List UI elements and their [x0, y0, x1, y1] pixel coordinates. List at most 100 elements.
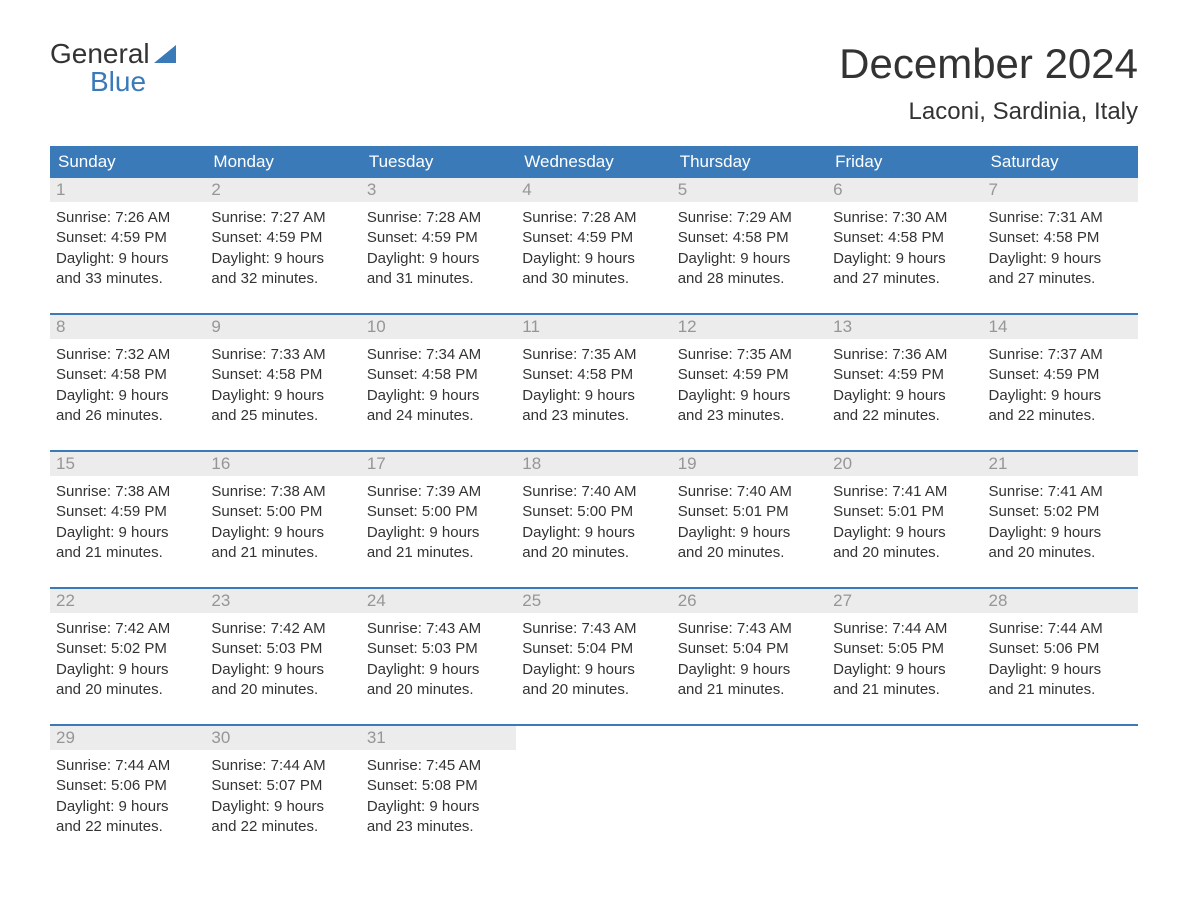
dl1-line: Daylight: 9 hours	[211, 523, 354, 543]
dl2-line: and 21 minutes.	[211, 543, 354, 563]
dl2-line: and 23 minutes.	[367, 817, 510, 837]
sunrise-line: Sunrise: 7:44 AM	[56, 756, 199, 776]
dl1-line: Daylight: 9 hours	[211, 660, 354, 680]
day-number: 3	[361, 178, 516, 202]
calendar-cell: 21Sunrise: 7:41 AMSunset: 5:02 PMDayligh…	[983, 452, 1138, 569]
dl2-line: and 21 minutes.	[989, 680, 1132, 700]
sunset-line: Sunset: 5:08 PM	[367, 776, 510, 796]
dl2-line: and 25 minutes.	[211, 406, 354, 426]
day-info: Sunrise: 7:34 AMSunset: 4:58 PMDaylight:…	[361, 339, 516, 432]
sunrise-line: Sunrise: 7:28 AM	[522, 208, 665, 228]
day-number: 6	[827, 178, 982, 202]
sunrise-line: Sunrise: 7:44 AM	[833, 619, 976, 639]
day-info: Sunrise: 7:42 AMSunset: 5:02 PMDaylight:…	[50, 613, 205, 706]
calendar-cell: 25Sunrise: 7:43 AMSunset: 5:04 PMDayligh…	[516, 589, 671, 706]
weekday-header: Tuesday	[361, 146, 516, 178]
day-info: Sunrise: 7:33 AMSunset: 4:58 PMDaylight:…	[205, 339, 360, 432]
dl1-line: Daylight: 9 hours	[833, 660, 976, 680]
day-number: 12	[672, 315, 827, 339]
calendar-cell: 30Sunrise: 7:44 AMSunset: 5:07 PMDayligh…	[205, 726, 360, 843]
dl1-line: Daylight: 9 hours	[211, 249, 354, 269]
day-number: 5	[672, 178, 827, 202]
day-info: Sunrise: 7:42 AMSunset: 5:03 PMDaylight:…	[205, 613, 360, 706]
week-row: 15Sunrise: 7:38 AMSunset: 4:59 PMDayligh…	[50, 450, 1138, 569]
day-info: Sunrise: 7:40 AMSunset: 5:00 PMDaylight:…	[516, 476, 671, 569]
calendar-cell: 28Sunrise: 7:44 AMSunset: 5:06 PMDayligh…	[983, 589, 1138, 706]
calendar-cell: 20Sunrise: 7:41 AMSunset: 5:01 PMDayligh…	[827, 452, 982, 569]
day-info: Sunrise: 7:28 AMSunset: 4:59 PMDaylight:…	[516, 202, 671, 295]
sunset-line: Sunset: 5:03 PM	[211, 639, 354, 659]
dl2-line: and 26 minutes.	[56, 406, 199, 426]
day-info: Sunrise: 7:37 AMSunset: 4:59 PMDaylight:…	[983, 339, 1138, 432]
dl2-line: and 20 minutes.	[522, 543, 665, 563]
weekday-header: Sunday	[50, 146, 205, 178]
sunrise-line: Sunrise: 7:42 AM	[56, 619, 199, 639]
calendar-cell: 13Sunrise: 7:36 AMSunset: 4:59 PMDayligh…	[827, 315, 982, 432]
dl1-line: Daylight: 9 hours	[522, 660, 665, 680]
calendar-cell: 12Sunrise: 7:35 AMSunset: 4:59 PMDayligh…	[672, 315, 827, 432]
day-info: Sunrise: 7:44 AMSunset: 5:05 PMDaylight:…	[827, 613, 982, 706]
sunrise-line: Sunrise: 7:31 AM	[989, 208, 1132, 228]
dl1-line: Daylight: 9 hours	[989, 249, 1132, 269]
sunrise-line: Sunrise: 7:35 AM	[678, 345, 821, 365]
dl1-line: Daylight: 9 hours	[367, 386, 510, 406]
logo-word2: Blue	[90, 68, 176, 96]
sunrise-line: Sunrise: 7:41 AM	[833, 482, 976, 502]
calendar-cell	[827, 726, 982, 843]
dl1-line: Daylight: 9 hours	[367, 660, 510, 680]
day-info: Sunrise: 7:43 AMSunset: 5:04 PMDaylight:…	[516, 613, 671, 706]
calendar-cell: 27Sunrise: 7:44 AMSunset: 5:05 PMDayligh…	[827, 589, 982, 706]
day-number: 14	[983, 315, 1138, 339]
day-info: Sunrise: 7:43 AMSunset: 5:03 PMDaylight:…	[361, 613, 516, 706]
day-info: Sunrise: 7:44 AMSunset: 5:06 PMDaylight:…	[50, 750, 205, 843]
sunrise-line: Sunrise: 7:30 AM	[833, 208, 976, 228]
sunset-line: Sunset: 4:58 PM	[367, 365, 510, 385]
sunrise-line: Sunrise: 7:45 AM	[367, 756, 510, 776]
dl1-line: Daylight: 9 hours	[56, 660, 199, 680]
calendar-cell: 14Sunrise: 7:37 AMSunset: 4:59 PMDayligh…	[983, 315, 1138, 432]
dl2-line: and 20 minutes.	[833, 543, 976, 563]
day-number: 30	[205, 726, 360, 750]
day-info: Sunrise: 7:44 AMSunset: 5:07 PMDaylight:…	[205, 750, 360, 843]
sunrise-line: Sunrise: 7:39 AM	[367, 482, 510, 502]
dl1-line: Daylight: 9 hours	[211, 386, 354, 406]
dl1-line: Daylight: 9 hours	[678, 660, 821, 680]
sunrise-line: Sunrise: 7:43 AM	[367, 619, 510, 639]
calendar-cell: 9Sunrise: 7:33 AMSunset: 4:58 PMDaylight…	[205, 315, 360, 432]
calendar-cell: 11Sunrise: 7:35 AMSunset: 4:58 PMDayligh…	[516, 315, 671, 432]
page-header: General Blue December 2024 Laconi, Sardi…	[50, 40, 1138, 126]
dl1-line: Daylight: 9 hours	[367, 797, 510, 817]
day-info: Sunrise: 7:36 AMSunset: 4:59 PMDaylight:…	[827, 339, 982, 432]
sail-icon	[154, 45, 176, 63]
dl2-line: and 22 minutes.	[833, 406, 976, 426]
dl2-line: and 23 minutes.	[678, 406, 821, 426]
day-number: 28	[983, 589, 1138, 613]
day-info: Sunrise: 7:29 AMSunset: 4:58 PMDaylight:…	[672, 202, 827, 295]
calendar-cell: 5Sunrise: 7:29 AMSunset: 4:58 PMDaylight…	[672, 178, 827, 295]
week-row: 29Sunrise: 7:44 AMSunset: 5:06 PMDayligh…	[50, 724, 1138, 843]
sunrise-line: Sunrise: 7:29 AM	[678, 208, 821, 228]
calendar-cell: 10Sunrise: 7:34 AMSunset: 4:58 PMDayligh…	[361, 315, 516, 432]
dl2-line: and 28 minutes.	[678, 269, 821, 289]
calendar-cell: 17Sunrise: 7:39 AMSunset: 5:00 PMDayligh…	[361, 452, 516, 569]
week-row: 1Sunrise: 7:26 AMSunset: 4:59 PMDaylight…	[50, 178, 1138, 295]
calendar-cell	[983, 726, 1138, 843]
day-number: 27	[827, 589, 982, 613]
day-number: 11	[516, 315, 671, 339]
calendar-cell: 16Sunrise: 7:38 AMSunset: 5:00 PMDayligh…	[205, 452, 360, 569]
dl1-line: Daylight: 9 hours	[833, 249, 976, 269]
dl2-line: and 20 minutes.	[989, 543, 1132, 563]
day-number: 21	[983, 452, 1138, 476]
dl1-line: Daylight: 9 hours	[367, 249, 510, 269]
title-block: December 2024 Laconi, Sardinia, Italy	[839, 40, 1138, 126]
calendar-cell: 22Sunrise: 7:42 AMSunset: 5:02 PMDayligh…	[50, 589, 205, 706]
calendar-cell: 4Sunrise: 7:28 AMSunset: 4:59 PMDaylight…	[516, 178, 671, 295]
calendar: Sunday Monday Tuesday Wednesday Thursday…	[50, 146, 1138, 843]
dl1-line: Daylight: 9 hours	[367, 523, 510, 543]
dl1-line: Daylight: 9 hours	[56, 797, 199, 817]
day-number: 4	[516, 178, 671, 202]
dl2-line: and 27 minutes.	[833, 269, 976, 289]
dl1-line: Daylight: 9 hours	[522, 249, 665, 269]
day-number: 20	[827, 452, 982, 476]
sunrise-line: Sunrise: 7:33 AM	[211, 345, 354, 365]
